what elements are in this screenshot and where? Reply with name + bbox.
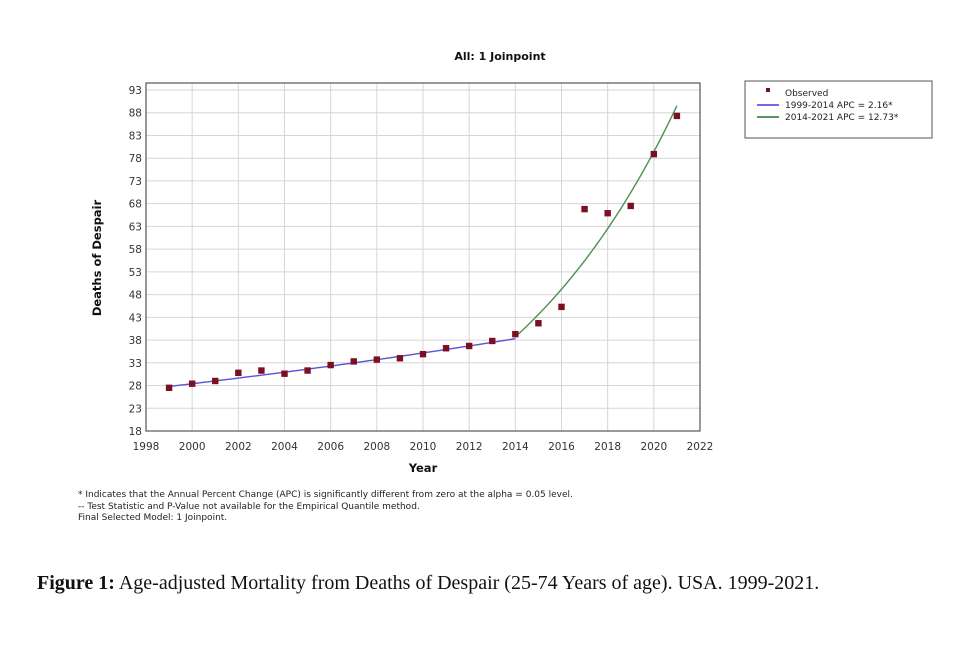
fit-line-segment-2 [514, 105, 678, 338]
observed-point [627, 202, 634, 210]
x-tick-label: 1998 [133, 441, 160, 453]
footnote-significance: * Indicates that the Annual Percent Chan… [78, 490, 573, 500]
fitted-lines [168, 105, 678, 388]
plot-frame [145, 82, 701, 432]
y-tick-label: 23 [129, 403, 142, 415]
legend-marker-observed [766, 88, 770, 92]
x-tick-label: 2002 [225, 441, 252, 453]
observed-point [604, 210, 611, 217]
y-axis-title: Deaths of Despair [90, 200, 104, 317]
y-tick-label: 18 [129, 426, 142, 438]
y-tick-label: 28 [129, 381, 142, 393]
footnote-final-model: Final Selected Model: 1 Joinpoint. [78, 513, 228, 523]
observed-point [396, 355, 404, 362]
observed-point [465, 342, 473, 350]
grid-lines [146, 83, 700, 431]
observed-point [188, 380, 196, 387]
observed-point [558, 303, 565, 311]
x-axis-ticks: 1998 2000 2002 2004 2006 2008 2010 2012 2014 2016… [133, 441, 714, 453]
observed-point [373, 356, 381, 363]
x-tick-label: 2000 [179, 441, 206, 453]
x-tick-label: 2012 [456, 441, 483, 453]
fit-line-segment-1 [168, 337, 516, 388]
x-tick-label: 2016 [548, 441, 575, 453]
observed-point [673, 112, 681, 120]
figure-caption-text: Age-adjusted Mortality from Deaths of De… [114, 572, 820, 594]
observed-point [235, 369, 242, 377]
y-tick-label: 93 [129, 85, 142, 97]
observed-point [327, 361, 334, 369]
observed-point [281, 370, 288, 377]
y-tick-label: 83 [129, 130, 142, 142]
observed-point [350, 358, 357, 365]
legend-label: Observed [785, 89, 828, 99]
x-tick-label: 2018 [594, 441, 621, 453]
observed-point [419, 350, 427, 358]
y-tick-label: 43 [129, 312, 142, 324]
legend-label: 2014-2021 APC = 12.73* [785, 113, 899, 123]
legend-label: 1999-2014 APC = 2.16* [785, 101, 893, 111]
x-tick-label: 2006 [317, 441, 344, 453]
y-axis-ticks: 18 23 28 33 38 43 48 53 58 63 68 73 78 83 88 93 [129, 85, 142, 438]
chart-title: All: 1 Joinpoint [454, 50, 545, 63]
figure-label: Figure 1: [37, 572, 115, 594]
observed-points [165, 112, 681, 392]
y-tick-label: 73 [129, 176, 142, 188]
y-tick-label: 78 [129, 153, 142, 165]
footnote-test-statistic: -- Test Statistic and P-Value not availa… [78, 501, 420, 512]
y-tick-label: 33 [129, 358, 142, 370]
x-tick-label: 2022 [687, 441, 714, 453]
y-tick-label: 53 [129, 267, 142, 279]
x-axis-title: Year [408, 461, 438, 475]
legend-box [744, 80, 933, 139]
x-tick-label: 2020 [640, 441, 667, 453]
y-tick-label: 38 [129, 335, 142, 347]
legend: Observed 1999-2014 APC = 2.16* 2014-2021 A… [744, 80, 933, 139]
observed-point [535, 320, 542, 327]
observed-point [212, 377, 219, 385]
observed-point [489, 337, 496, 345]
x-tick-label: 2008 [363, 441, 390, 453]
y-tick-label: 48 [129, 290, 142, 302]
y-tick-label: 58 [129, 244, 142, 256]
observed-point [581, 205, 588, 213]
y-tick-label: 63 [129, 221, 142, 233]
observed-point [512, 330, 519, 338]
observed-point [442, 345, 450, 352]
observed-point [165, 384, 173, 392]
figure-caption: Figure 1: Age-adjusted Mortality from De… [37, 572, 819, 595]
observed-point [304, 367, 311, 374]
footnotes: * Indicates that the Annual Percent Chan… [78, 490, 573, 525]
y-tick-label: 68 [129, 199, 142, 211]
x-tick-label: 2010 [410, 441, 437, 453]
x-tick-label: 2004 [271, 441, 298, 453]
y-tick-label: 88 [129, 108, 142, 120]
x-tick-label: 2014 [502, 441, 529, 453]
observed-point [258, 367, 265, 374]
observed-point [650, 150, 658, 158]
